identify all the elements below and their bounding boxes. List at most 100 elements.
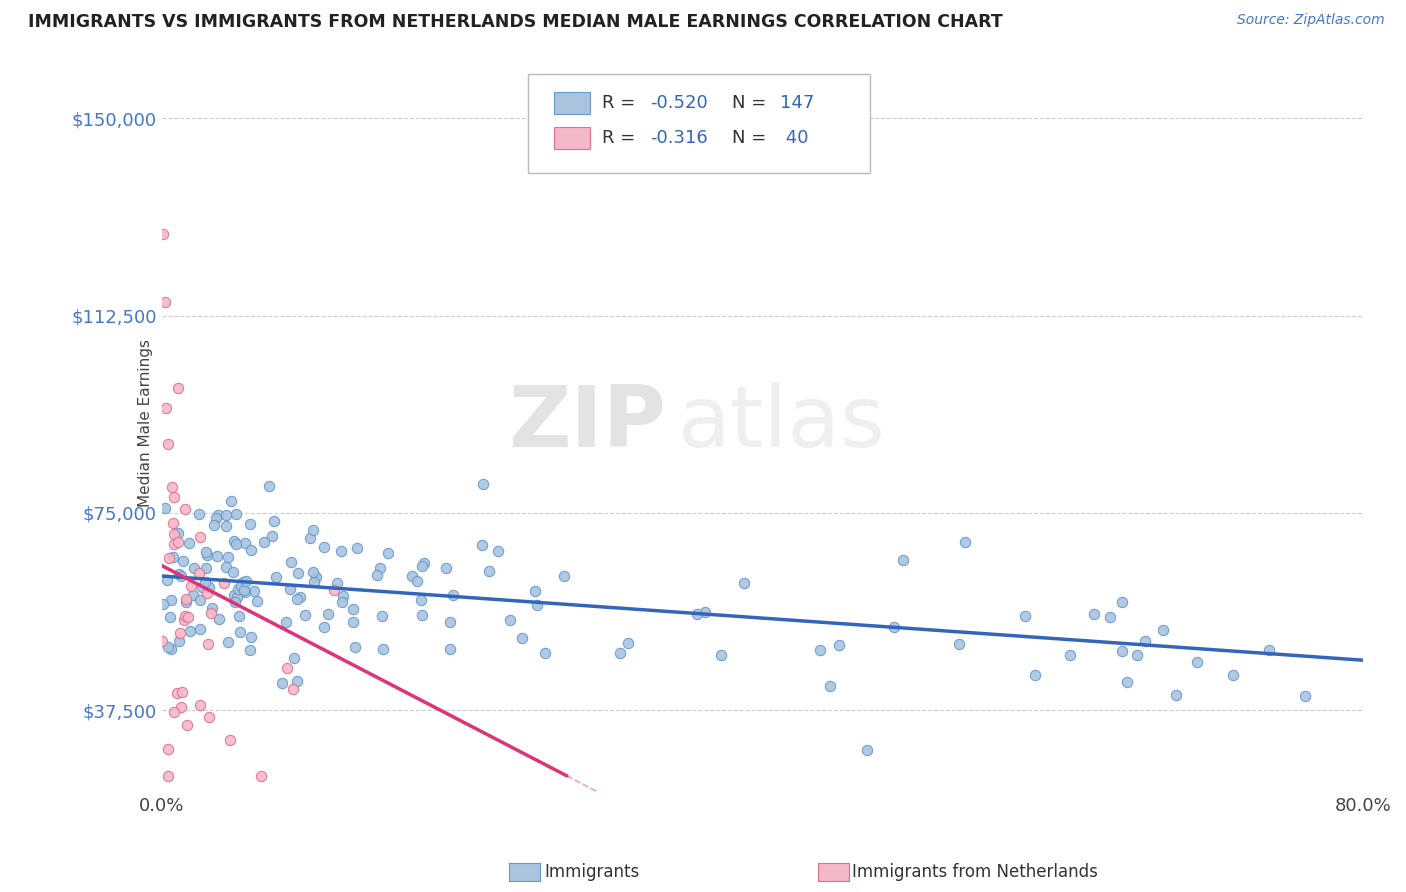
Point bbox=[1116, 674, 1139, 689]
Text: N =: N = bbox=[733, 129, 772, 147]
Point bbox=[249, 769, 271, 783]
Point bbox=[167, 526, 190, 541]
Point bbox=[167, 535, 190, 549]
Point bbox=[226, 591, 249, 605]
Point bbox=[1099, 610, 1122, 624]
Point bbox=[159, 610, 181, 624]
Point bbox=[368, 561, 391, 575]
Y-axis label: Median Male Earnings: Median Male Earnings bbox=[138, 340, 153, 508]
Point bbox=[166, 685, 188, 699]
Point bbox=[1257, 643, 1279, 657]
Point bbox=[153, 500, 176, 515]
FancyBboxPatch shape bbox=[527, 73, 870, 173]
Point bbox=[1164, 688, 1187, 702]
Point bbox=[190, 623, 212, 637]
Point bbox=[287, 566, 309, 580]
Point bbox=[152, 597, 174, 611]
Point bbox=[1059, 648, 1081, 662]
Point bbox=[197, 710, 219, 724]
Point bbox=[167, 381, 190, 395]
Point bbox=[326, 575, 349, 590]
Point bbox=[828, 638, 851, 652]
Point bbox=[441, 588, 464, 602]
Point bbox=[1111, 595, 1133, 609]
Point bbox=[434, 560, 457, 574]
Point bbox=[366, 567, 388, 582]
Point bbox=[228, 582, 250, 597]
FancyBboxPatch shape bbox=[554, 128, 591, 150]
Point bbox=[201, 600, 224, 615]
Point bbox=[411, 558, 433, 573]
Point bbox=[439, 615, 461, 629]
Point bbox=[172, 554, 194, 568]
Point bbox=[172, 685, 194, 699]
Point bbox=[253, 535, 276, 549]
Point bbox=[281, 681, 304, 696]
Point bbox=[180, 579, 202, 593]
Point bbox=[609, 646, 631, 660]
Point bbox=[288, 591, 311, 605]
Point bbox=[1125, 648, 1147, 663]
Text: R =: R = bbox=[602, 129, 641, 147]
Point bbox=[195, 548, 218, 562]
Point bbox=[167, 633, 190, 648]
Point bbox=[264, 570, 287, 584]
Point bbox=[1294, 690, 1316, 704]
Point bbox=[409, 592, 432, 607]
Point bbox=[225, 537, 247, 551]
Point bbox=[157, 640, 180, 654]
Point bbox=[1111, 644, 1133, 658]
Point bbox=[160, 480, 183, 494]
Point bbox=[302, 575, 325, 590]
Text: IMMIGRANTS VS IMMIGRANTS FROM NETHERLANDS MEDIAN MALE EARNINGS CORRELATION CHART: IMMIGRANTS VS IMMIGRANTS FROM NETHERLAND… bbox=[28, 13, 1002, 31]
Point bbox=[222, 588, 245, 602]
Point bbox=[695, 605, 717, 619]
Point bbox=[233, 582, 256, 597]
Point bbox=[472, 477, 495, 491]
Point bbox=[298, 532, 321, 546]
Point bbox=[162, 490, 184, 504]
Point bbox=[263, 514, 285, 528]
Point bbox=[239, 630, 262, 644]
Point bbox=[207, 508, 229, 522]
Point bbox=[225, 507, 247, 521]
Point bbox=[280, 555, 302, 569]
Point bbox=[439, 642, 461, 657]
Point bbox=[176, 610, 198, 624]
Point bbox=[222, 565, 245, 579]
Point bbox=[302, 565, 325, 579]
Point bbox=[1152, 623, 1174, 637]
Point bbox=[239, 642, 262, 657]
Point bbox=[412, 557, 434, 571]
Point bbox=[156, 437, 179, 451]
FancyBboxPatch shape bbox=[554, 92, 591, 114]
Point bbox=[233, 536, 256, 550]
Point bbox=[478, 564, 501, 578]
Point bbox=[855, 742, 877, 756]
Point bbox=[205, 549, 228, 564]
Point bbox=[1014, 608, 1036, 623]
Point bbox=[181, 588, 204, 602]
Point bbox=[215, 508, 238, 522]
Point bbox=[155, 401, 177, 415]
Point bbox=[217, 550, 239, 565]
Point bbox=[243, 584, 266, 599]
Point bbox=[208, 612, 231, 626]
Point bbox=[406, 574, 429, 588]
Point bbox=[212, 576, 235, 591]
Point bbox=[162, 550, 184, 565]
Point bbox=[152, 227, 174, 241]
Point bbox=[169, 626, 191, 640]
Point bbox=[316, 607, 339, 622]
Point bbox=[733, 576, 755, 591]
Point bbox=[274, 615, 297, 629]
Point bbox=[163, 527, 186, 541]
Point bbox=[948, 637, 970, 651]
Point bbox=[401, 569, 423, 583]
Point bbox=[709, 648, 731, 662]
Point bbox=[810, 643, 832, 657]
Point bbox=[329, 544, 352, 558]
Point bbox=[187, 566, 209, 581]
Point bbox=[214, 519, 236, 533]
Point bbox=[162, 516, 184, 531]
